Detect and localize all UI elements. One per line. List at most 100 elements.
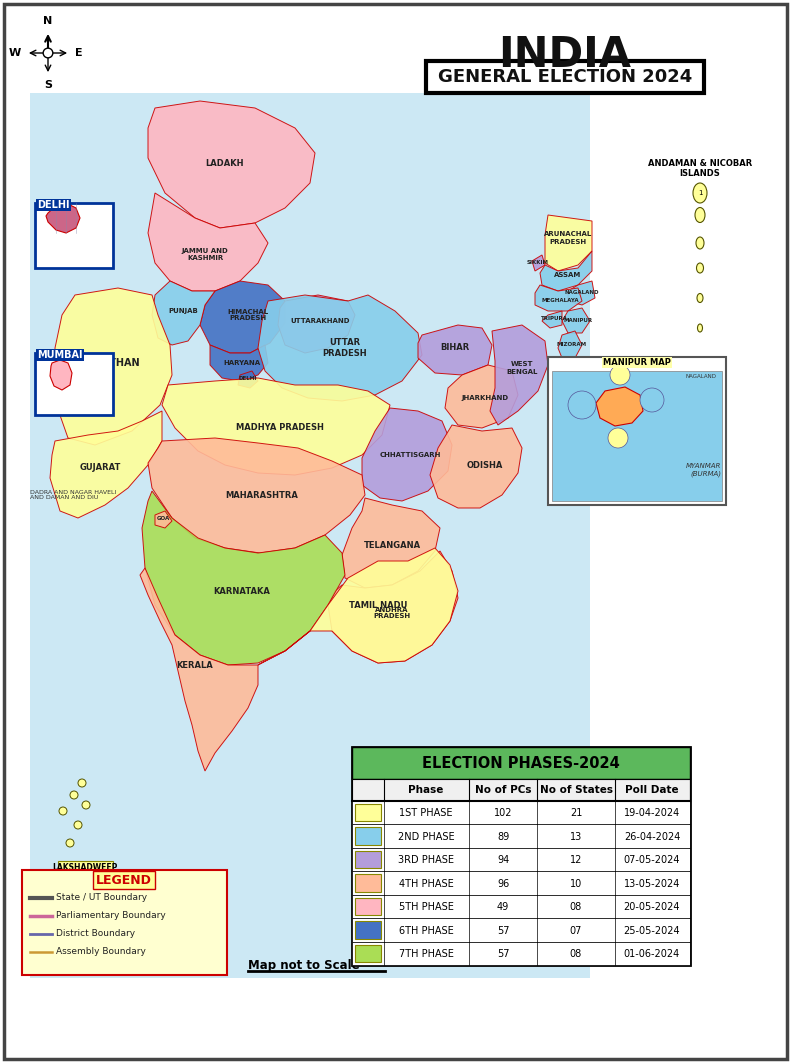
Ellipse shape	[697, 293, 703, 303]
Text: 96: 96	[497, 879, 509, 889]
Text: MEGHALAYA: MEGHALAYA	[541, 298, 579, 303]
Text: KARNATAKA: KARNATAKA	[214, 587, 271, 595]
Bar	[355, 874, 381, 892]
Circle shape	[78, 779, 86, 787]
Polygon shape	[50, 360, 72, 390]
Text: JAMMU AND
KASHMIR: JAMMU AND KASHMIR	[182, 249, 229, 261]
Text: LADAKH: LADAKH	[206, 158, 244, 168]
Bar	[352, 942, 690, 965]
Text: 1: 1	[83, 878, 87, 884]
Bar	[352, 825, 690, 848]
Polygon shape	[342, 497, 440, 588]
Text: 07-05-2024: 07-05-2024	[624, 856, 680, 865]
Text: 20-05-2024: 20-05-2024	[624, 902, 680, 912]
Polygon shape	[258, 296, 422, 401]
Ellipse shape	[695, 426, 705, 440]
Text: 12: 12	[570, 856, 582, 865]
Polygon shape	[430, 425, 522, 508]
Bar	[548, 357, 726, 505]
Text: DELHI: DELHI	[239, 376, 257, 382]
Circle shape	[568, 391, 596, 419]
Text: ANDHRA
PRADESH: ANDHRA PRADESH	[373, 607, 411, 620]
Text: 10: 10	[570, 879, 582, 889]
Bar	[352, 872, 690, 895]
Polygon shape	[142, 491, 345, 665]
Polygon shape	[540, 251, 592, 291]
Text: DADRA AND NAGAR HAVELI
AND DAMAN AND DIU: DADRA AND NAGAR HAVELI AND DAMAN AND DIU	[30, 490, 116, 501]
Polygon shape	[568, 281, 595, 305]
Bar	[352, 918, 690, 942]
Ellipse shape	[698, 324, 702, 332]
Bar	[552, 371, 722, 501]
Text: 26-04-2024: 26-04-2024	[624, 832, 680, 842]
Text: SIKKIM: SIKKIM	[527, 260, 549, 266]
Text: WEST
BENGAL: WEST BENGAL	[506, 361, 538, 374]
Bar	[352, 802, 690, 825]
Text: 13-05-2024: 13-05-2024	[624, 879, 680, 889]
Text: 4TH PHASE: 4TH PHASE	[399, 879, 453, 889]
Polygon shape	[362, 408, 452, 501]
Text: GUJARAT: GUJARAT	[79, 463, 121, 472]
Text: ELECTION PHASES-2024: ELECTION PHASES-2024	[422, 756, 620, 771]
Text: 49: 49	[497, 902, 509, 912]
Text: 6TH PHASE: 6TH PHASE	[399, 926, 453, 935]
Polygon shape	[328, 551, 458, 663]
Text: Parliamentary Boundary: Parliamentary Boundary	[56, 911, 166, 921]
Bar	[352, 895, 690, 918]
Polygon shape	[542, 311, 562, 328]
Bar	[355, 922, 381, 939]
Text: 3RD PHASE: 3RD PHASE	[398, 856, 454, 865]
Text: NAGALAND: NAGALAND	[565, 290, 600, 296]
Text: MIZORAM: MIZORAM	[557, 342, 587, 348]
Polygon shape	[490, 325, 548, 425]
Ellipse shape	[696, 237, 704, 249]
Polygon shape	[445, 365, 518, 428]
Bar	[355, 804, 381, 822]
Polygon shape	[152, 281, 215, 345]
Text: ARUNACHAL
PRADESH: ARUNACHAL PRADESH	[544, 232, 592, 244]
Polygon shape	[532, 255, 545, 271]
Text: 94: 94	[497, 856, 509, 865]
Text: UTTAR
PRADESH: UTTAR PRADESH	[323, 338, 367, 358]
Bar	[355, 827, 381, 845]
Text: MUMBAI: MUMBAI	[37, 350, 82, 360]
Text: 57: 57	[497, 949, 509, 959]
Text: Map not to Scale: Map not to Scale	[248, 960, 360, 973]
Text: JHARKHAND: JHARKHAND	[461, 395, 509, 401]
Text: LEGEND: LEGEND	[96, 874, 152, 887]
Text: MAHARASHTRA: MAHARASHTRA	[225, 490, 298, 500]
Circle shape	[608, 428, 628, 448]
Polygon shape	[596, 387, 643, 426]
Text: Assembly Boundary: Assembly Boundary	[56, 947, 146, 957]
Text: 5TH PHASE: 5TH PHASE	[399, 902, 453, 912]
Ellipse shape	[695, 207, 705, 222]
Circle shape	[610, 365, 630, 385]
FancyBboxPatch shape	[426, 61, 704, 92]
Polygon shape	[535, 285, 582, 311]
Polygon shape	[558, 331, 582, 358]
Circle shape	[640, 388, 664, 412]
Polygon shape	[418, 325, 492, 375]
Text: ASSAM: ASSAM	[554, 272, 581, 279]
Text: 25-05-2024: 25-05-2024	[623, 926, 680, 935]
Polygon shape	[562, 308, 590, 333]
Polygon shape	[50, 411, 162, 518]
Text: District Boundary: District Boundary	[56, 929, 135, 939]
Text: HIMACHAL
PRADESH: HIMACHAL PRADESH	[228, 308, 269, 321]
Text: KERALA: KERALA	[176, 660, 214, 670]
Text: State / UT Boundary: State / UT Boundary	[56, 894, 147, 902]
Text: LAKSHADWEEP: LAKSHADWEEP	[52, 863, 118, 873]
Text: PUNJAB: PUNJAB	[168, 308, 198, 314]
Text: MANIPUR: MANIPUR	[563, 319, 592, 323]
Text: ODISHA: ODISHA	[467, 460, 503, 470]
Ellipse shape	[693, 183, 707, 203]
Polygon shape	[140, 568, 258, 771]
Circle shape	[70, 791, 78, 799]
Text: MANIPUR MAP: MANIPUR MAP	[603, 358, 671, 367]
Text: MADHYA PRADESH: MADHYA PRADESH	[236, 423, 324, 433]
Bar	[352, 747, 690, 965]
Bar	[58, 861, 113, 875]
Text: 19-04-2024: 19-04-2024	[624, 809, 680, 819]
Bar	[355, 945, 381, 962]
Text: UTTARAKHAND: UTTARAKHAND	[290, 318, 350, 324]
